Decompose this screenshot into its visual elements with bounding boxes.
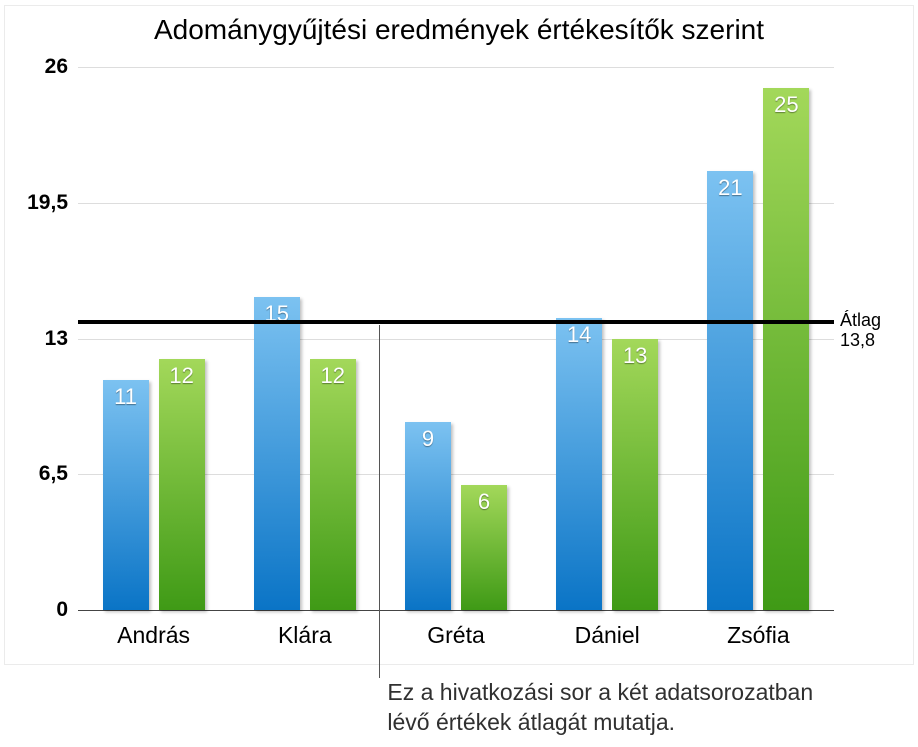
- bar-value-label: 21: [718, 175, 742, 201]
- bar: [763, 88, 809, 610]
- callout-line: [379, 325, 380, 678]
- bar-value-label: 6: [478, 489, 490, 515]
- bar: [556, 318, 602, 610]
- bar-value-label: 25: [774, 92, 798, 118]
- bar-value-label: 11: [114, 384, 137, 410]
- reference-line-label-value: 13,8: [840, 330, 881, 351]
- bar: [159, 359, 205, 610]
- x-axis-tick-label: Klára: [278, 622, 332, 649]
- caption-line-2: lévő értékek átlagát mutatja.: [387, 708, 813, 738]
- caption-line-1: Ez a hivatkozási sor a két adatsorozatba…: [387, 678, 813, 708]
- bar-value-label: 9: [422, 426, 434, 452]
- y-axis-tick-label: 0: [56, 598, 68, 622]
- bar: [707, 171, 753, 610]
- x-axis-tick-label: Gréta: [427, 622, 485, 649]
- y-axis-tick-label: 19,5: [27, 191, 68, 215]
- y-axis-tick-label: 13: [45, 327, 68, 351]
- chart-title: Adománygyűjtési eredmények értékesítők s…: [5, 14, 913, 46]
- x-axis-tick-label: Zsófia: [727, 622, 790, 649]
- bar-value-label: 12: [321, 363, 345, 389]
- reference-line-label: Átlag 13,8: [840, 310, 881, 351]
- y-axis-tick-label: 6,5: [39, 462, 68, 486]
- bar-value-label: 12: [169, 363, 193, 389]
- caption: Ez a hivatkozási sor a két adatsorozatba…: [387, 678, 813, 738]
- bar: [103, 380, 149, 610]
- bar: [612, 339, 658, 611]
- y-axis-tick-label: 26: [45, 55, 68, 79]
- bar: [310, 359, 356, 610]
- reference-line: [78, 320, 834, 324]
- baseline: [78, 610, 834, 611]
- bar-value-label: 13: [623, 343, 647, 369]
- bar-value-label: 14: [567, 322, 591, 348]
- plot-area: 111215129614132125: [78, 67, 834, 610]
- chart-frame: Adománygyűjtési eredmények értékesítők s…: [4, 5, 914, 665]
- x-axis-tick-label: Dániel: [575, 622, 640, 649]
- bar: [254, 297, 300, 610]
- page: Adománygyűjtési eredmények értékesítők s…: [0, 0, 918, 747]
- reference-line-label-title: Átlag: [840, 310, 881, 331]
- x-axis-tick-label: András: [117, 622, 190, 649]
- gridline: [78, 67, 834, 68]
